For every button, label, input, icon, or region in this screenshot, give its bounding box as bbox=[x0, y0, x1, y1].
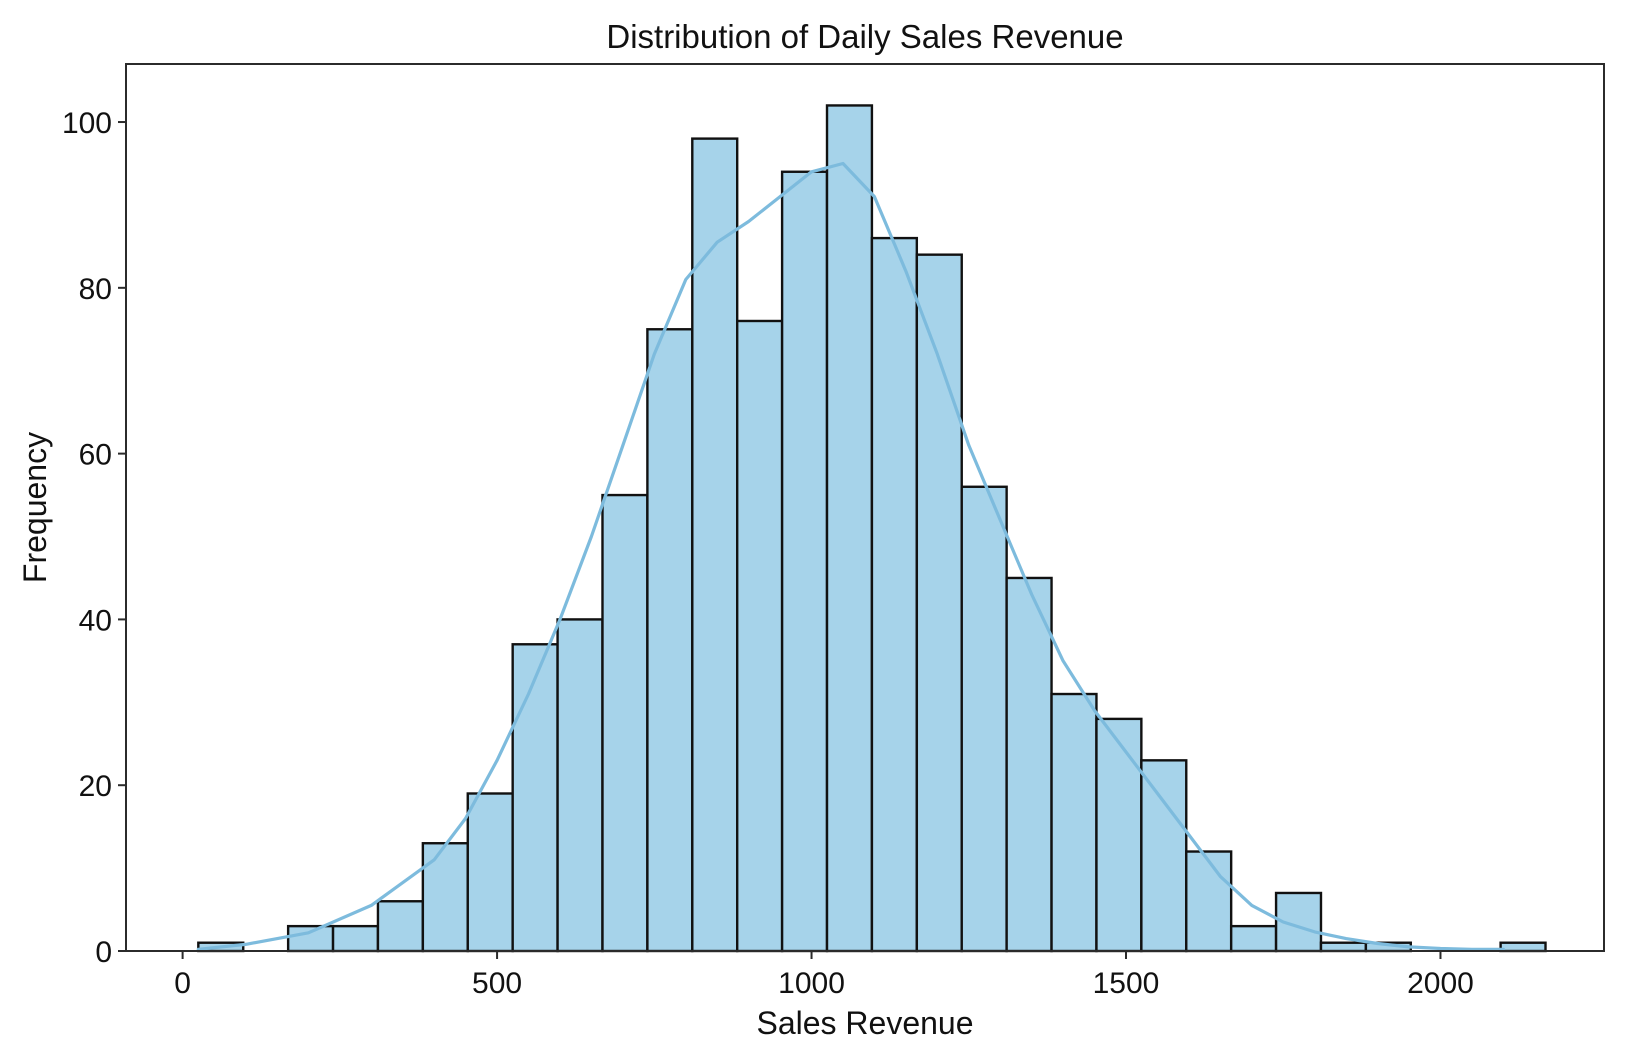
histogram-bar bbox=[1050, 692, 1098, 953]
y-tick-label: 80 bbox=[79, 273, 112, 306]
histogram-bar bbox=[1005, 576, 1053, 953]
x-tick-label: 1500 bbox=[1093, 967, 1160, 1000]
histogram-bar bbox=[1140, 759, 1188, 953]
x-axis: 0 500 1000 1500 2000 bbox=[174, 951, 1474, 1000]
y-tick-label: 100 bbox=[62, 107, 112, 140]
y-axis: 0 20 40 60 80 100 bbox=[62, 107, 126, 969]
y-tick-label: 60 bbox=[79, 439, 112, 472]
histogram-bar bbox=[601, 493, 649, 953]
histogram-bar bbox=[1229, 924, 1278, 953]
x-tick-label: 0 bbox=[174, 967, 191, 1000]
histogram-bar bbox=[286, 924, 335, 953]
histogram-bar bbox=[825, 104, 874, 953]
histogram-bar bbox=[331, 924, 380, 953]
histogram-bar bbox=[556, 618, 604, 953]
plot-frame bbox=[125, 63, 1605, 952]
histogram-bar bbox=[870, 236, 919, 953]
histogram-bars bbox=[197, 104, 1547, 953]
histogram-bar bbox=[466, 792, 514, 953]
histogram-bar bbox=[376, 900, 425, 953]
y-tick-label: 20 bbox=[79, 770, 112, 803]
x-axis-label: Sales Revenue bbox=[756, 1005, 973, 1041]
histogram-bar bbox=[1095, 717, 1143, 953]
chart-title: Distribution of Daily Sales Revenue bbox=[606, 18, 1123, 55]
histogram-bar bbox=[1319, 941, 1368, 953]
x-tick-label: 2000 bbox=[1407, 967, 1474, 1000]
kde-curve bbox=[196, 161, 1505, 951]
histogram-bar bbox=[646, 328, 694, 953]
histogram-bar bbox=[511, 643, 559, 953]
histogram-bar bbox=[736, 319, 784, 953]
x-tick-label: 1000 bbox=[778, 967, 845, 1000]
histogram-bar bbox=[421, 842, 469, 953]
x-tick-label: 500 bbox=[472, 967, 522, 1000]
histogram-bar bbox=[960, 485, 1008, 953]
histogram-bar bbox=[1185, 850, 1233, 953]
histogram-bar bbox=[1499, 941, 1547, 953]
histogram-bar bbox=[691, 137, 739, 953]
y-tick-label: 40 bbox=[79, 604, 112, 637]
y-axis-label: Frequency bbox=[17, 432, 53, 583]
histogram-bar bbox=[780, 170, 829, 953]
y-tick-label: 0 bbox=[95, 936, 112, 969]
